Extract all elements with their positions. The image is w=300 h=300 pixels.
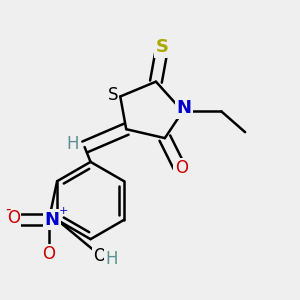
Text: N: N xyxy=(44,211,59,229)
Text: N: N xyxy=(177,99,192,117)
Text: H: H xyxy=(106,250,118,268)
Text: S: S xyxy=(108,86,118,104)
Text: O: O xyxy=(175,159,188,177)
Text: H: H xyxy=(67,135,79,153)
Text: -: - xyxy=(5,201,10,216)
Text: O: O xyxy=(7,209,20,227)
Text: O: O xyxy=(93,247,106,265)
Text: O: O xyxy=(42,245,56,263)
Text: S: S xyxy=(155,38,168,56)
Text: +: + xyxy=(59,206,68,217)
